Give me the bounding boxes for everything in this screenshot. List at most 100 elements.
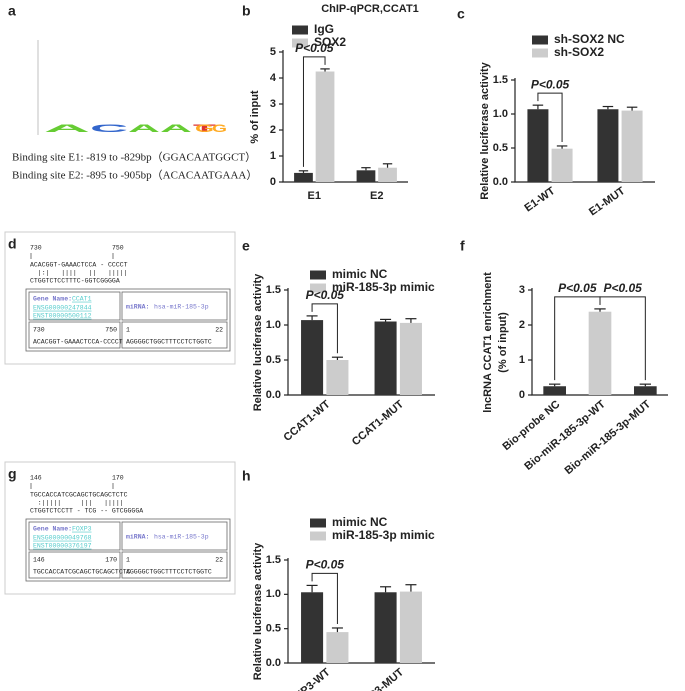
position: 1 — [126, 557, 130, 564]
position: 22 — [215, 327, 223, 334]
table-cell — [28, 291, 121, 321]
legend-label: mimic NC — [332, 267, 388, 281]
y-tick-label: 1.5 — [266, 284, 281, 296]
error-bar — [306, 315, 318, 321]
x-tick-label: Bio-miR-185-3p-MUT — [563, 398, 654, 477]
legend-swatch — [310, 531, 326, 541]
bar — [294, 172, 313, 182]
position: 146 — [30, 475, 42, 482]
bar — [527, 109, 549, 182]
legend-swatch — [292, 38, 308, 48]
bar — [399, 322, 422, 395]
significance-bracket — [311, 572, 338, 624]
target-sequence: TGCCACCATCGCAGCTGCAGCTCTC — [33, 569, 131, 576]
logo-letter: A — [44, 123, 90, 135]
significance-label: P<0.05 — [295, 41, 334, 55]
bar — [374, 321, 397, 395]
legend-swatch — [532, 35, 548, 45]
logo-letter: G — [212, 123, 227, 135]
x-tick-label: FOXP3-MUT — [350, 666, 407, 691]
target-sequence: ACACGGT-GAAACTCCA-CCCCT — [33, 339, 123, 346]
error-bar — [361, 167, 371, 171]
position: 146 — [33, 557, 45, 564]
position: 1 — [126, 327, 130, 334]
y-tick-label: 3 — [519, 284, 525, 296]
y-tick-label: 2 — [519, 319, 525, 331]
significance-bracket — [537, 92, 563, 142]
bar — [356, 170, 376, 182]
legend-swatch — [292, 25, 308, 35]
y-tick-label: 0.0 — [266, 657, 281, 669]
pairing: |:| |||| || ||||| — [30, 270, 128, 277]
error-bar — [602, 105, 614, 110]
logo-letter: C — [90, 123, 128, 135]
y-tick-label: 4 — [270, 72, 277, 84]
panel-label: h — [242, 468, 251, 484]
y-tick-label: 1.5 — [493, 74, 508, 86]
significance-label: P<0.05 — [531, 77, 570, 91]
y-tick-label: 3 — [270, 98, 276, 110]
x-tick-label: E1-MUT — [587, 185, 628, 218]
gene-name: FOXP3 — [72, 526, 92, 533]
bar — [301, 592, 324, 663]
legend-label: sh-SOX2 — [554, 45, 604, 59]
y-tick-label: 0.0 — [266, 389, 281, 401]
ensembl-id: ENSG00000247844 — [33, 305, 92, 312]
axes — [282, 50, 408, 183]
legend-label: miR-185-3p mimic — [332, 280, 435, 294]
table-cell — [28, 321, 121, 349]
y-tick-label: 1.0 — [493, 108, 508, 120]
mirna-label: miRNA: — [126, 304, 149, 311]
logo-letter: A — [128, 123, 160, 135]
legend-label: sh-SOX2 NC — [554, 32, 625, 46]
bar — [326, 360, 349, 395]
y-axis-label: lncRNA CCAT1 enrichment — [482, 272, 494, 413]
chart-title: ChIP-qPCR,CCAT1 — [321, 3, 419, 15]
error-bar — [626, 106, 638, 111]
error-bar — [594, 308, 606, 312]
error-bar — [639, 383, 651, 387]
bar — [551, 148, 573, 182]
y-axis-label: Relative luciferase activity — [252, 273, 264, 411]
significance-label: P<0.05 — [558, 281, 597, 295]
logo-letter: G — [195, 123, 214, 135]
bar — [543, 386, 566, 395]
error-bar — [532, 104, 544, 110]
pairing: :||||| ||| ||||| — [30, 500, 124, 507]
mirna-label: miRNA: — [126, 534, 149, 541]
y-tick-label: 1 — [519, 354, 525, 366]
significance-label: P<0.05 — [306, 288, 345, 302]
y-tick-label: 0.5 — [493, 142, 508, 154]
mirna-sequence: CTGGTCTCCTTTC-GGTCGGGGA — [30, 278, 120, 285]
significance-bracket — [311, 303, 338, 354]
y-tick-label: 2 — [270, 124, 276, 136]
y-axis-label: Relative luciferase activity — [252, 542, 264, 680]
mirna-sequence: CTGGTCTCCTT - TCG -- GTCGGGGA — [30, 508, 143, 515]
legend-label: SOX2 — [314, 35, 346, 49]
y-tick-label: 1.5 — [266, 554, 281, 566]
bar — [301, 320, 324, 395]
logo-letter: A — [160, 123, 192, 135]
x-tick-label: FOXP3-WT — [281, 666, 332, 691]
error-bar — [405, 584, 417, 592]
x-tick-label: E1-WT — [522, 185, 557, 215]
error-bar — [331, 627, 343, 633]
significance-bracket — [302, 56, 326, 167]
bar — [399, 591, 422, 663]
ensembl-id: ENST00000376197 — [33, 543, 92, 550]
error-bar — [306, 584, 318, 593]
ensembl-id: ENST00000500112 — [33, 313, 92, 320]
position: 730 — [33, 327, 45, 334]
legend-label: miR-185-3p mimic — [332, 528, 435, 542]
table-cell — [28, 521, 121, 551]
bar — [378, 167, 397, 182]
y-tick-label: 0.5 — [266, 354, 281, 366]
y-axis-label: (% of input) — [497, 312, 509, 373]
y-tick-label: 5 — [270, 46, 276, 58]
bar — [326, 632, 349, 663]
error-bar — [549, 383, 561, 387]
binding-site: Binding site E1: -819 to -829bp（GGACAATG… — [12, 151, 256, 164]
panel-label: e — [242, 238, 250, 254]
y-tick-label: 0 — [519, 389, 525, 401]
